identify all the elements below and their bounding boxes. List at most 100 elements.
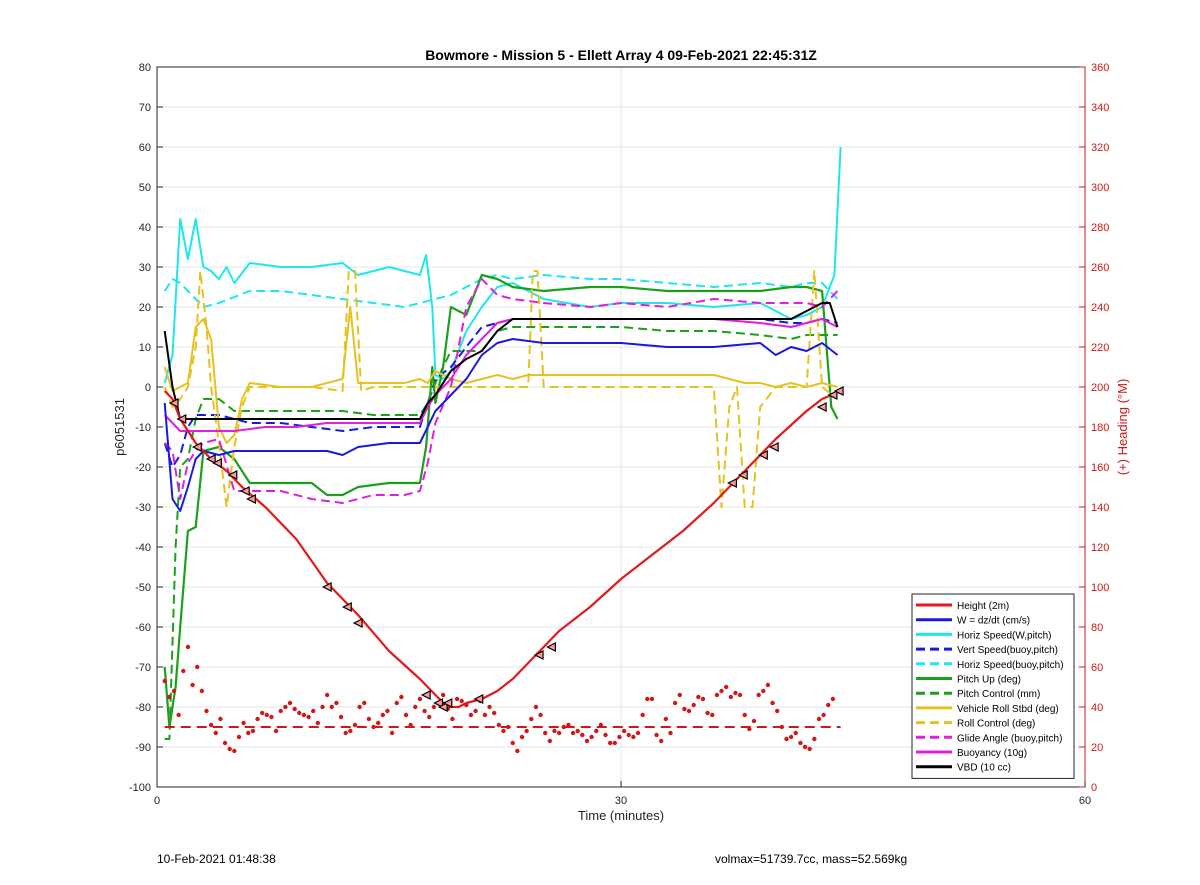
heading-point xyxy=(612,740,618,746)
y2-tick-label: 360 xyxy=(1091,62,1109,74)
heading-point xyxy=(719,688,724,694)
height-marker xyxy=(833,386,844,396)
heading-point xyxy=(700,696,706,702)
y2-axis-label: (+) Heading (°M) xyxy=(1115,379,1130,476)
heading-point xyxy=(208,722,214,728)
heading-point xyxy=(654,732,659,738)
heading-point xyxy=(788,734,794,740)
heading-point xyxy=(617,734,622,740)
marker-layer xyxy=(168,386,844,712)
right-axis: 0 20 40 60 80 100 120 140 160 180 200 220 240 260 280 3… xyxy=(1079,62,1109,794)
height-marker xyxy=(546,642,557,652)
legend-label: W = dz/dt (cm/s) xyxy=(957,616,1030,627)
heading-point xyxy=(403,712,409,718)
y-tick-label: -90 xyxy=(135,742,151,754)
heading-point xyxy=(524,728,529,734)
heading-point xyxy=(324,692,330,698)
height-marker xyxy=(768,442,779,452)
heading-point xyxy=(798,740,803,746)
y2-tick-label: 120 xyxy=(1091,542,1109,554)
heading-point xyxy=(199,688,205,694)
heading-point xyxy=(561,724,566,730)
heading-point xyxy=(501,728,506,734)
heading-point xyxy=(487,704,492,710)
heading-point xyxy=(570,730,576,736)
y2-tick-label: 160 xyxy=(1091,462,1109,474)
heading-point xyxy=(171,688,177,694)
heading-point xyxy=(422,708,427,714)
heading-point xyxy=(394,700,399,706)
heading-point xyxy=(529,716,534,722)
heading-point xyxy=(686,708,692,714)
legend-label: Roll Control (deg) xyxy=(957,719,1035,730)
heading-point xyxy=(515,748,520,754)
heading-point xyxy=(343,730,348,736)
height-marker xyxy=(757,450,768,460)
heading-point xyxy=(190,682,195,688)
heading-point xyxy=(246,730,251,736)
height-marker xyxy=(227,470,238,480)
y2-tick-label: 260 xyxy=(1091,262,1109,274)
heading-point xyxy=(250,728,256,734)
heading-point xyxy=(273,728,279,734)
heading-point xyxy=(733,690,738,696)
heading-point xyxy=(255,716,260,722)
series-line-10 xyxy=(163,318,838,432)
legend-label: Height (2m) xyxy=(957,601,1009,612)
heading-point xyxy=(413,704,418,710)
series-line-11 xyxy=(163,302,839,420)
heading-point xyxy=(162,678,167,684)
heading-point xyxy=(770,700,775,706)
left-axis: -100-90-80-70-60-50-40-30-20-10010203040… xyxy=(129,62,163,794)
y-tick-label: -80 xyxy=(135,702,151,714)
heading-point xyxy=(167,694,172,700)
y2-tick-label: 40 xyxy=(1091,702,1103,714)
x-axis-label: Time (minutes) xyxy=(578,808,664,823)
height-marker xyxy=(420,690,431,700)
heading-point xyxy=(389,730,395,736)
heading-point xyxy=(176,712,181,718)
heading-point xyxy=(742,712,747,718)
heading-point xyxy=(793,730,798,736)
heading-point xyxy=(705,710,710,716)
y-tick-label: 60 xyxy=(139,142,151,154)
heading-point xyxy=(417,696,423,702)
height-marker xyxy=(533,650,544,660)
heading-point xyxy=(473,708,478,714)
heading-point xyxy=(241,720,246,726)
heading-point xyxy=(181,668,186,674)
y2-tick-label: 340 xyxy=(1091,102,1109,114)
y-tick-label: -70 xyxy=(135,662,151,674)
heading-point xyxy=(598,722,604,728)
height-marker xyxy=(168,398,179,408)
heading-point xyxy=(672,700,678,706)
heading-point xyxy=(427,714,432,720)
footer-vehicle-params: volmax=51739.7cc, mass=52.569kg xyxy=(715,852,908,866)
y-tick-label: 40 xyxy=(139,222,151,234)
heading-point xyxy=(649,696,655,702)
heading-point xyxy=(538,712,543,718)
heading-point xyxy=(710,712,715,718)
heading-point xyxy=(821,712,826,718)
x-tick-label: 0 xyxy=(154,795,160,807)
height-marker xyxy=(239,486,250,496)
heading-point xyxy=(468,712,474,718)
heading-point xyxy=(431,704,437,710)
series-line-8 xyxy=(163,270,839,508)
heading-point xyxy=(607,740,613,746)
heading-point xyxy=(491,710,497,716)
height-marker xyxy=(442,698,453,708)
heading-point xyxy=(195,664,200,670)
y-tick-label: 20 xyxy=(139,302,151,314)
heading-point xyxy=(408,722,413,728)
y-tick-label: -30 xyxy=(135,502,151,514)
heading-point xyxy=(366,716,372,722)
heading-point xyxy=(603,732,608,738)
heading-point xyxy=(348,728,353,734)
y-tick-label: 70 xyxy=(139,102,151,114)
x-tick-label: 60 xyxy=(1079,795,1091,807)
heading-point xyxy=(227,746,232,752)
height-marker xyxy=(352,618,363,628)
y-tick-label: -40 xyxy=(135,542,151,554)
